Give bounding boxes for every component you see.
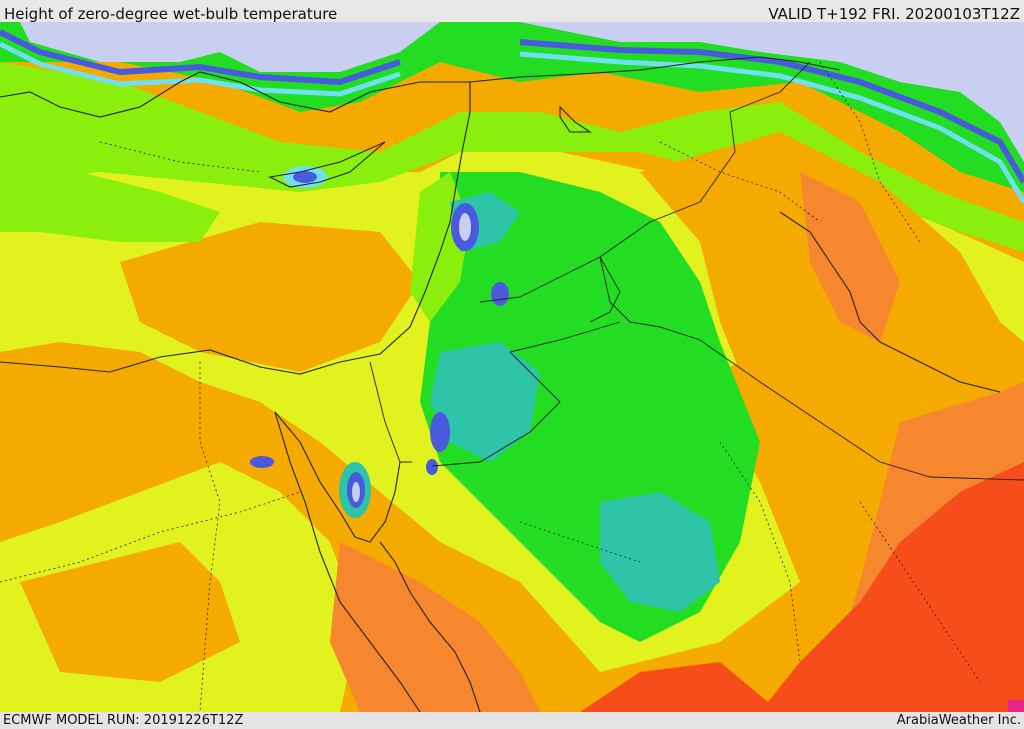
- map-canvas: [0, 22, 1024, 712]
- cold-zone-turkey-east: [520, 22, 1024, 162]
- model-run-label: ECMWF MODEL RUN: 20191226T12Z: [3, 713, 244, 728]
- low-freezing-level-egypt-west: [250, 456, 274, 468]
- credit-label: ArabiaWeather Inc.: [896, 713, 1021, 728]
- low-freezing-level-lebanon-inner: [459, 213, 471, 241]
- dotted-boundaries: [0, 61, 981, 712]
- teal-zone-saudi: [600, 492, 720, 612]
- low-freezing-level-aqaba: [426, 459, 438, 475]
- low-freezing-level-sinai-inner: [352, 482, 360, 502]
- country-borders: [369, 61, 1024, 481]
- orange-zone-egypt-north: [120, 222, 420, 372]
- red-zone-arabia: [580, 662, 780, 712]
- low-freezing-level-syria: [491, 282, 509, 306]
- weather-map: [0, 22, 1024, 712]
- teal-zone-jordan: [430, 342, 540, 462]
- cold-zone-edge-blue: [0, 29, 1024, 184]
- map-title: Height of zero-degree wet-bulb temperatu…: [4, 5, 338, 22]
- valid-time-label: VALID T+192 FRI. 20200103T12Z: [768, 5, 1020, 22]
- darkorange-zone-iraq: [800, 172, 900, 342]
- map-header: Height of zero-degree wet-bulb temperatu…: [0, 0, 1024, 22]
- cold-zone-turkey: [0, 22, 440, 72]
- map-footer: ECMWF MODEL RUN: 20191226T12Z ArabiaWeat…: [0, 712, 1024, 729]
- red-zone-gulf: [760, 462, 1024, 712]
- low-freezing-level-cyprus-core: [293, 171, 317, 183]
- darkorange-zone-redsea: [330, 542, 540, 712]
- magenta-spot: [1008, 700, 1024, 712]
- lightgreen-zone-north: [0, 62, 1024, 252]
- lightgreen-zone-egypt-west: [0, 162, 220, 242]
- cold-zone-edge-cyan: [0, 41, 1024, 204]
- orange-zone-sinai-west: [20, 542, 240, 682]
- low-freezing-level-jordan: [430, 412, 450, 452]
- coastlines: [0, 56, 1001, 712]
